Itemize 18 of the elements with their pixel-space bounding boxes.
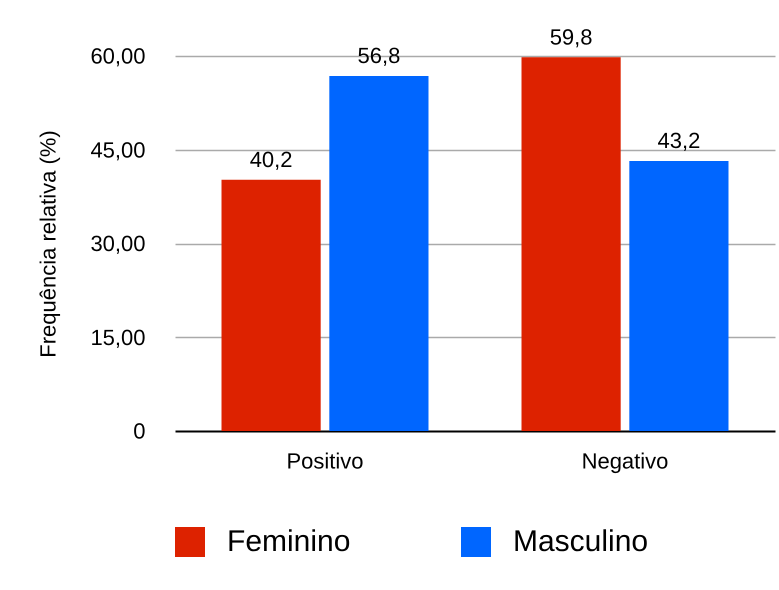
y-tick-label: 45,00 (90, 137, 146, 162)
data-label: 43,2 (657, 128, 700, 153)
y-axis-title: Frequência relativa (%) (35, 130, 60, 358)
data-label: 56,8 (357, 43, 400, 68)
y-tick-label: 30,00 (90, 231, 146, 256)
y-tick-label: 15,00 (90, 324, 146, 350)
bar (222, 180, 321, 431)
bar (522, 57, 621, 431)
data-label: 40,2 (250, 146, 293, 172)
legend-label: Feminino (227, 525, 350, 558)
y-tick-label: 60,00 (90, 44, 146, 68)
legend-label: Masculino (513, 525, 648, 558)
x-tick-label: Negativo (582, 448, 668, 474)
y-tick-label: 0 (133, 418, 146, 444)
bar (629, 161, 728, 431)
x-tick-label: Positivo (286, 448, 364, 474)
data-label: 59,8 (550, 24, 593, 50)
bar (329, 76, 428, 431)
